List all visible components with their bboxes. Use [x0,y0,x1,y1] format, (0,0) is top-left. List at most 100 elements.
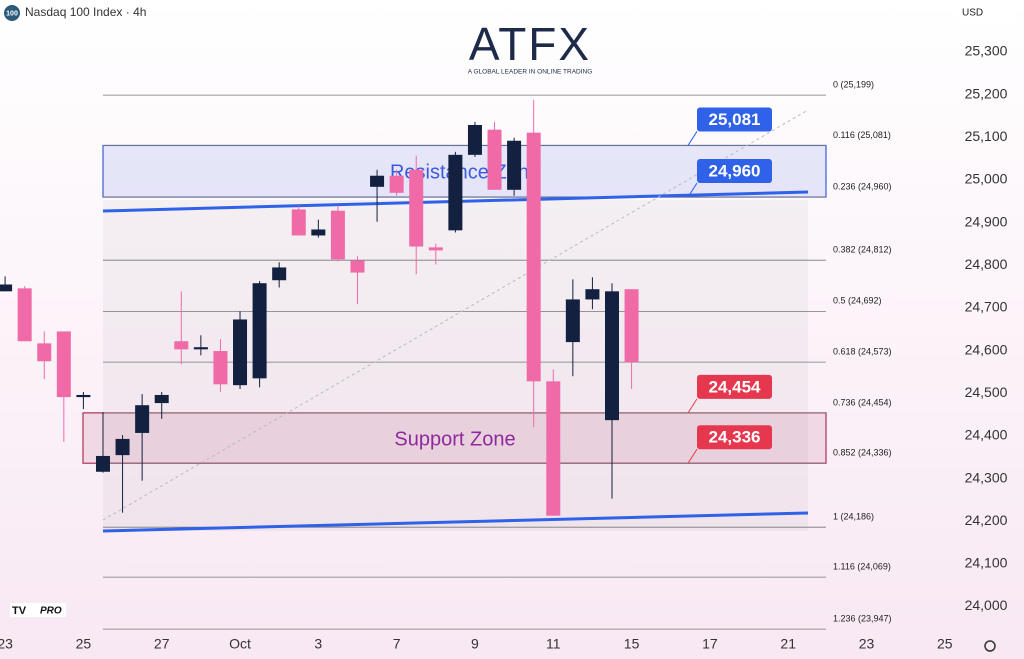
tv-logo-box [10,603,66,617]
fib-label: 1.116 (24,069) [833,561,891,571]
candle-body [154,394,169,404]
x-tick-label: 21 [780,636,796,652]
y-tick-label: 24,400 [965,427,1008,443]
candle-body [507,140,522,190]
candle-body [467,124,482,155]
price-tag-pointer [687,131,698,146]
fib-label: 0.618 (24,573) [833,347,892,357]
fib-label: 1 (24,186) [833,512,874,522]
candle-body [585,289,600,300]
candle-body [135,405,150,433]
candle-body [193,347,208,350]
x-tick-label: 25 [76,636,92,652]
y-tick-label: 25,100 [965,128,1008,144]
y-tick-label: 24,500 [965,384,1008,400]
y-tick-label: 24,800 [965,256,1008,272]
y-tick-label: 24,300 [965,469,1008,485]
currency-box[interactable] [955,3,1015,23]
y-tick-label: 25,000 [965,171,1008,187]
fib-label: 0.236 (24,960) [833,181,892,191]
trend-line [102,511,809,533]
price-tag-label: 24,454 [709,377,762,396]
x-tick-label: 11 [546,636,561,652]
fib-label: 0.382 (24,812) [833,245,892,255]
candle-body [115,438,130,456]
x-tick-label: Oct [229,636,251,652]
candle-body [213,351,228,385]
symbol-badge: 100 [6,10,18,17]
x-tick-label: 27 [154,636,170,652]
candle-body [526,132,541,382]
settings-icon[interactable] [984,640,996,652]
candle-body [330,210,345,260]
price-tag-label: 24,960 [709,162,761,181]
candle-body [0,284,13,292]
candle-body [546,381,561,516]
chart-title: Nasdaq 100 Index · 4h [25,5,146,19]
zone-label: Resistance Zone [390,162,540,184]
x-tick-label: 9 [471,636,479,652]
price-tag-label: 25,081 [709,110,761,129]
fib-label: 0.736 (24,454) [833,397,892,407]
price-tag [697,107,772,132]
x-tick-label: 7 [393,636,401,652]
candle-body [350,260,365,273]
y-tick-label: 25,200 [965,85,1008,101]
y-tick-label: 25,300 [965,43,1008,59]
candle-body [389,175,404,193]
fib-area [103,200,808,531]
fib-label: 1.236 (23,947) [833,614,892,624]
x-tick-label: 15 [624,636,640,652]
symbol-badge-icon [4,5,20,21]
price-tag-pointer [687,182,698,198]
fib-label: 0.116 (25,081) [833,130,891,140]
price-tag-label: 24,336 [709,428,761,447]
candle-body [291,209,306,236]
candle-body [428,247,443,251]
logo-tagline: A GLOBAL LEADER IN ONLINE TRADING [468,69,593,76]
candle-body [76,394,91,398]
fib-label: 0.5 (24,692) [833,296,882,306]
candle-body [17,288,32,342]
y-tick-label: 24,100 [965,555,1008,571]
candle-body [56,331,71,398]
candle-body [409,169,424,247]
candle-body [370,175,385,187]
price-tag [697,425,772,450]
candle-body [604,291,619,421]
zone-label: Support Zone [394,428,515,450]
candle-body [448,154,463,231]
dashed-diagonal [102,109,809,521]
candle-body [37,343,52,362]
currency[interactable]: USD [962,8,983,19]
candle-body [272,267,287,281]
watermark: PRO [40,606,62,617]
price-tag-pointer [687,448,698,464]
candle-body [252,283,267,379]
x-tick-label: 25 [937,636,953,652]
candle-body [174,341,189,350]
tv-logo: TV [12,605,27,617]
candle-body [487,129,502,190]
candle-body [565,299,580,343]
candle-body [233,319,248,386]
x-tick-label: 23 [859,636,875,652]
y-tick-label: 24,700 [965,299,1008,315]
y-tick-label: 24,000 [965,597,1008,613]
price-tag [697,374,772,399]
candle-body [311,229,326,236]
price-tag-pointer [687,398,698,414]
y-tick-label: 24,600 [965,341,1008,357]
price-tag [697,159,772,184]
x-tick-label: 3 [314,636,322,652]
candle-body [95,455,110,472]
y-tick-label: 24,200 [965,512,1008,528]
fib-label: 0.852 (24,336) [833,448,892,458]
x-tick-label: 17 [702,636,718,652]
x-tick-label: 23 [0,636,13,652]
fib-label: 0 (25,199) [833,79,874,89]
y-tick-label: 24,900 [965,213,1008,229]
logo-name: ATFX [469,18,591,70]
